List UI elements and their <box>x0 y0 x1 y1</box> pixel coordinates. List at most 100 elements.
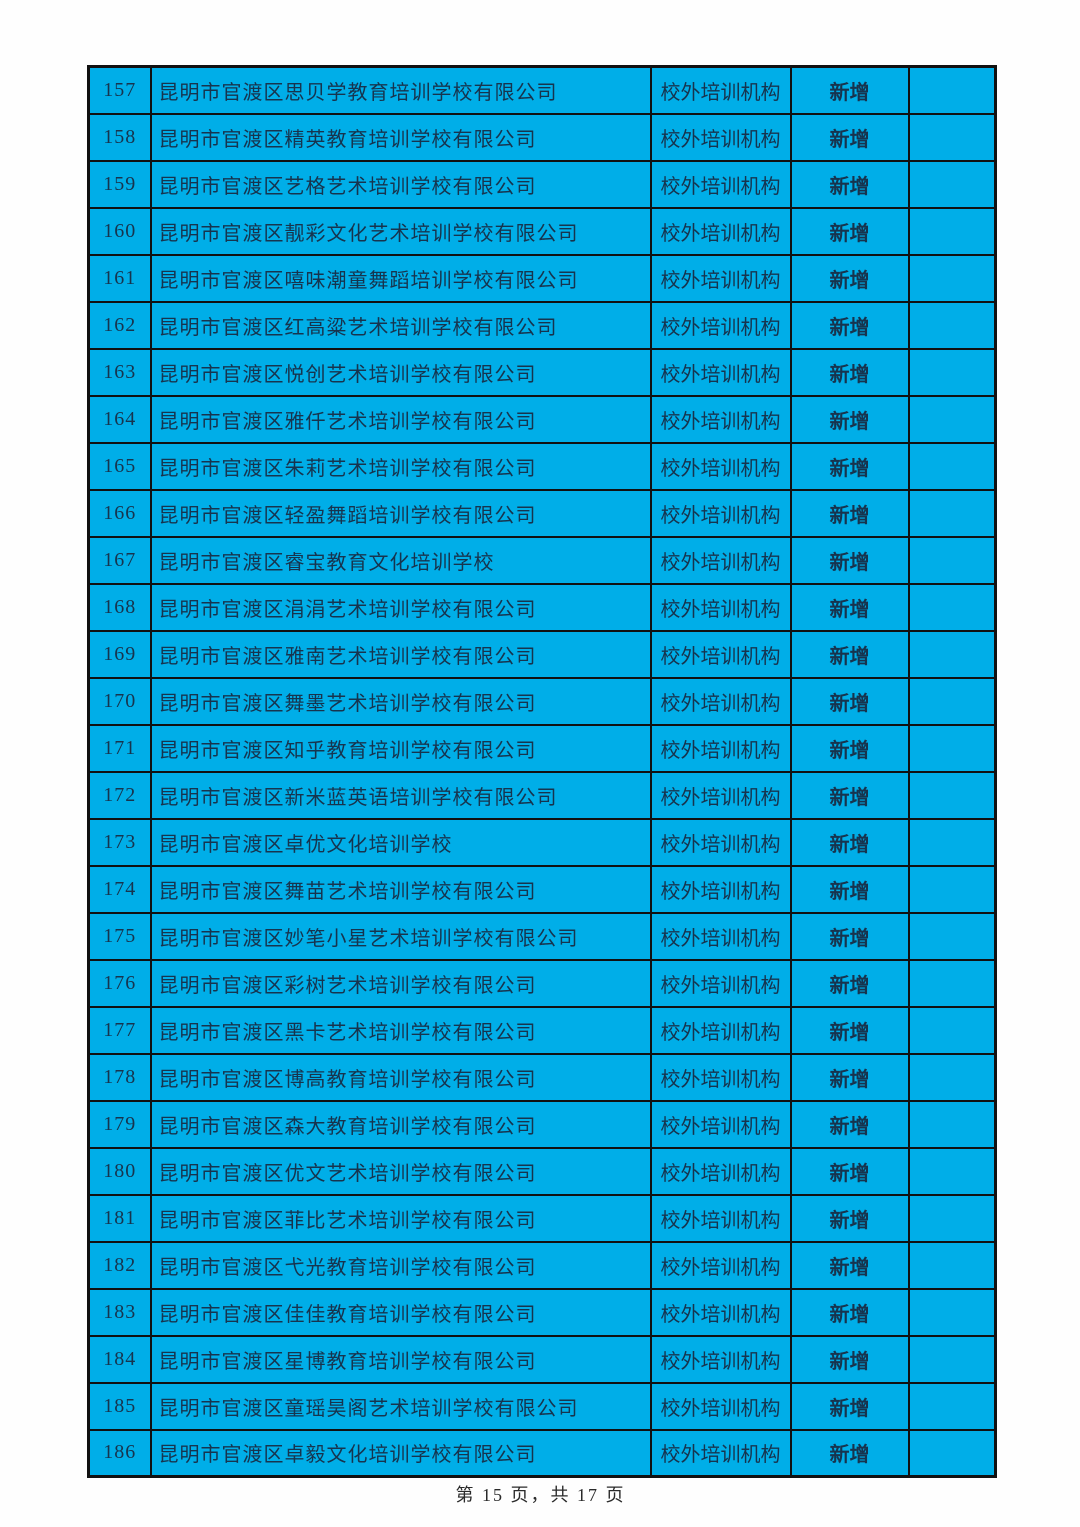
institution-type-cell: 校外培训机构 <box>649 1005 792 1055</box>
table-row: 175 昆明市官渡区妙笔小星艺术培训学校有限公司 校外培训机构 新增 <box>87 911 997 961</box>
institution-name-cell: 昆明市官渡区红高粱艺术培训学校有限公司 <box>149 300 652 350</box>
institution-type-cell: 校外培训机构 <box>649 300 792 350</box>
table-row: 162 昆明市官渡区红高粱艺术培训学校有限公司 校外培训机构 新增 <box>87 300 997 350</box>
remark-cell <box>907 347 997 397</box>
remark-cell <box>907 1287 997 1337</box>
table-row: 184 昆明市官渡区星博教育培训学校有限公司 校外培训机构 新增 <box>87 1334 997 1384</box>
remark-cell <box>907 629 997 679</box>
table-row: 167 昆明市官渡区睿宝教育文化培训学校 校外培训机构 新增 <box>87 535 997 585</box>
table-row: 165 昆明市官渡区朱莉艺术培训学校有限公司 校外培训机构 新增 <box>87 441 997 491</box>
table-row: 158 昆明市官渡区精英教育培训学校有限公司 校外培训机构 新增 <box>87 112 997 162</box>
institution-name-cell: 昆明市官渡区轻盈舞蹈培训学校有限公司 <box>149 488 652 538</box>
table-row: 160 昆明市官渡区靓彩文化艺术培训学校有限公司 校外培训机构 新增 <box>87 206 997 256</box>
remark-cell <box>907 817 997 867</box>
institution-name-cell: 昆明市官渡区艺格艺术培训学校有限公司 <box>149 159 652 209</box>
institution-name-cell: 昆明市官渡区新米蓝英语培训学校有限公司 <box>149 770 652 820</box>
row-number-cell: 161 <box>87 253 152 303</box>
table-row: 157 昆明市官渡区思贝学教育培训学校有限公司 校外培训机构 新增 <box>87 65 997 115</box>
table-row: 182 昆明市官渡区弋光教育培训学校有限公司 校外培训机构 新增 <box>87 1240 997 1290</box>
status-cell: 新增 <box>789 253 910 303</box>
row-number-cell: 163 <box>87 347 152 397</box>
table-row: 171 昆明市官渡区知乎教育培训学校有限公司 校外培训机构 新增 <box>87 723 997 773</box>
row-number-cell: 162 <box>87 300 152 350</box>
table-row: 177 昆明市官渡区黑卡艺术培训学校有限公司 校外培训机构 新增 <box>87 1005 997 1055</box>
row-number-cell: 177 <box>87 1005 152 1055</box>
status-cell: 新增 <box>789 488 910 538</box>
row-number-cell: 184 <box>87 1334 152 1384</box>
status-cell: 新增 <box>789 1099 910 1149</box>
institution-type-cell: 校外培训机构 <box>649 112 792 162</box>
remark-cell <box>907 1005 997 1055</box>
table-row: 159 昆明市官渡区艺格艺术培训学校有限公司 校外培训机构 新增 <box>87 159 997 209</box>
institution-type-cell: 校外培训机构 <box>649 159 792 209</box>
status-cell: 新增 <box>789 1146 910 1196</box>
status-cell: 新增 <box>789 1287 910 1337</box>
status-cell: 新增 <box>789 441 910 491</box>
institution-name-cell: 昆明市官渡区优文艺术培训学校有限公司 <box>149 1146 652 1196</box>
institution-name-cell: 昆明市官渡区妙笔小星艺术培训学校有限公司 <box>149 911 652 961</box>
table-row: 185 昆明市官渡区童瑶昊阁艺术培训学校有限公司 校外培训机构 新增 <box>87 1381 997 1431</box>
remark-cell <box>907 206 997 256</box>
remark-cell <box>907 582 997 632</box>
institution-name-cell: 昆明市官渡区舞苗艺术培训学校有限公司 <box>149 864 652 914</box>
status-cell: 新增 <box>789 770 910 820</box>
institution-type-cell: 校外培训机构 <box>649 347 792 397</box>
institution-type-cell: 校外培训机构 <box>649 864 792 914</box>
institution-type-cell: 校外培训机构 <box>649 535 792 585</box>
institution-name-cell: 昆明市官渡区童瑶昊阁艺术培训学校有限公司 <box>149 1381 652 1431</box>
row-number-cell: 157 <box>87 65 152 115</box>
institution-type-cell: 校外培训机构 <box>649 65 792 115</box>
row-number-cell: 171 <box>87 723 152 773</box>
row-number-cell: 169 <box>87 629 152 679</box>
row-number-cell: 168 <box>87 582 152 632</box>
remark-cell <box>907 770 997 820</box>
row-number-cell: 183 <box>87 1287 152 1337</box>
remark-cell <box>907 1240 997 1290</box>
status-cell: 新增 <box>789 206 910 256</box>
status-cell: 新增 <box>789 65 910 115</box>
row-number-cell: 166 <box>87 488 152 538</box>
institution-name-cell: 昆明市官渡区睿宝教育文化培训学校 <box>149 535 652 585</box>
table-row: 169 昆明市官渡区雅南艺术培训学校有限公司 校外培训机构 新增 <box>87 629 997 679</box>
table-row: 186 昆明市官渡区卓毅文化培训学校有限公司 校外培训机构 新增 <box>87 1428 997 1478</box>
status-cell: 新增 <box>789 1005 910 1055</box>
row-number-cell: 186 <box>87 1428 152 1478</box>
status-cell: 新增 <box>789 911 910 961</box>
institution-type-cell: 校外培训机构 <box>649 1099 792 1149</box>
institution-type-cell: 校外培训机构 <box>649 958 792 1008</box>
table-row: 161 昆明市官渡区嘻味潮童舞蹈培训学校有限公司 校外培训机构 新增 <box>87 253 997 303</box>
institution-type-cell: 校外培训机构 <box>649 441 792 491</box>
status-cell: 新增 <box>789 112 910 162</box>
row-number-cell: 164 <box>87 394 152 444</box>
institution-type-cell: 校外培训机构 <box>649 1052 792 1102</box>
table-row: 163 昆明市官渡区悦创艺术培训学校有限公司 校外培训机构 新增 <box>87 347 997 397</box>
table-row: 173 昆明市官渡区卓优文化培训学校 校外培训机构 新增 <box>87 817 997 867</box>
row-number-cell: 167 <box>87 535 152 585</box>
remark-cell <box>907 723 997 773</box>
institution-name-cell: 昆明市官渡区嘻味潮童舞蹈培训学校有限公司 <box>149 253 652 303</box>
row-number-cell: 165 <box>87 441 152 491</box>
remark-cell <box>907 535 997 585</box>
institution-type-cell: 校外培训机构 <box>649 582 792 632</box>
status-cell: 新增 <box>789 1334 910 1384</box>
institution-type-cell: 校外培训机构 <box>649 1428 792 1478</box>
remark-cell <box>907 394 997 444</box>
institution-type-cell: 校外培训机构 <box>649 394 792 444</box>
table-row: 164 昆明市官渡区雅仟艺术培训学校有限公司 校外培训机构 新增 <box>87 394 997 444</box>
status-cell: 新增 <box>789 1381 910 1431</box>
row-number-cell: 173 <box>87 817 152 867</box>
training-institutions-table: 157 昆明市官渡区思贝学教育培训学校有限公司 校外培训机构 新增 158 昆明… <box>87 65 997 1478</box>
status-cell: 新增 <box>789 864 910 914</box>
remark-cell <box>907 65 997 115</box>
status-cell: 新增 <box>789 159 910 209</box>
status-cell: 新增 <box>789 1240 910 1290</box>
institution-type-cell: 校外培训机构 <box>649 1381 792 1431</box>
row-number-cell: 179 <box>87 1099 152 1149</box>
institution-name-cell: 昆明市官渡区森大教育培训学校有限公司 <box>149 1099 652 1149</box>
remark-cell <box>907 441 997 491</box>
table-row: 179 昆明市官渡区森大教育培训学校有限公司 校外培训机构 新增 <box>87 1099 997 1149</box>
status-cell: 新增 <box>789 1193 910 1243</box>
institution-name-cell: 昆明市官渡区悦创艺术培训学校有限公司 <box>149 347 652 397</box>
institution-type-cell: 校外培训机构 <box>649 1240 792 1290</box>
